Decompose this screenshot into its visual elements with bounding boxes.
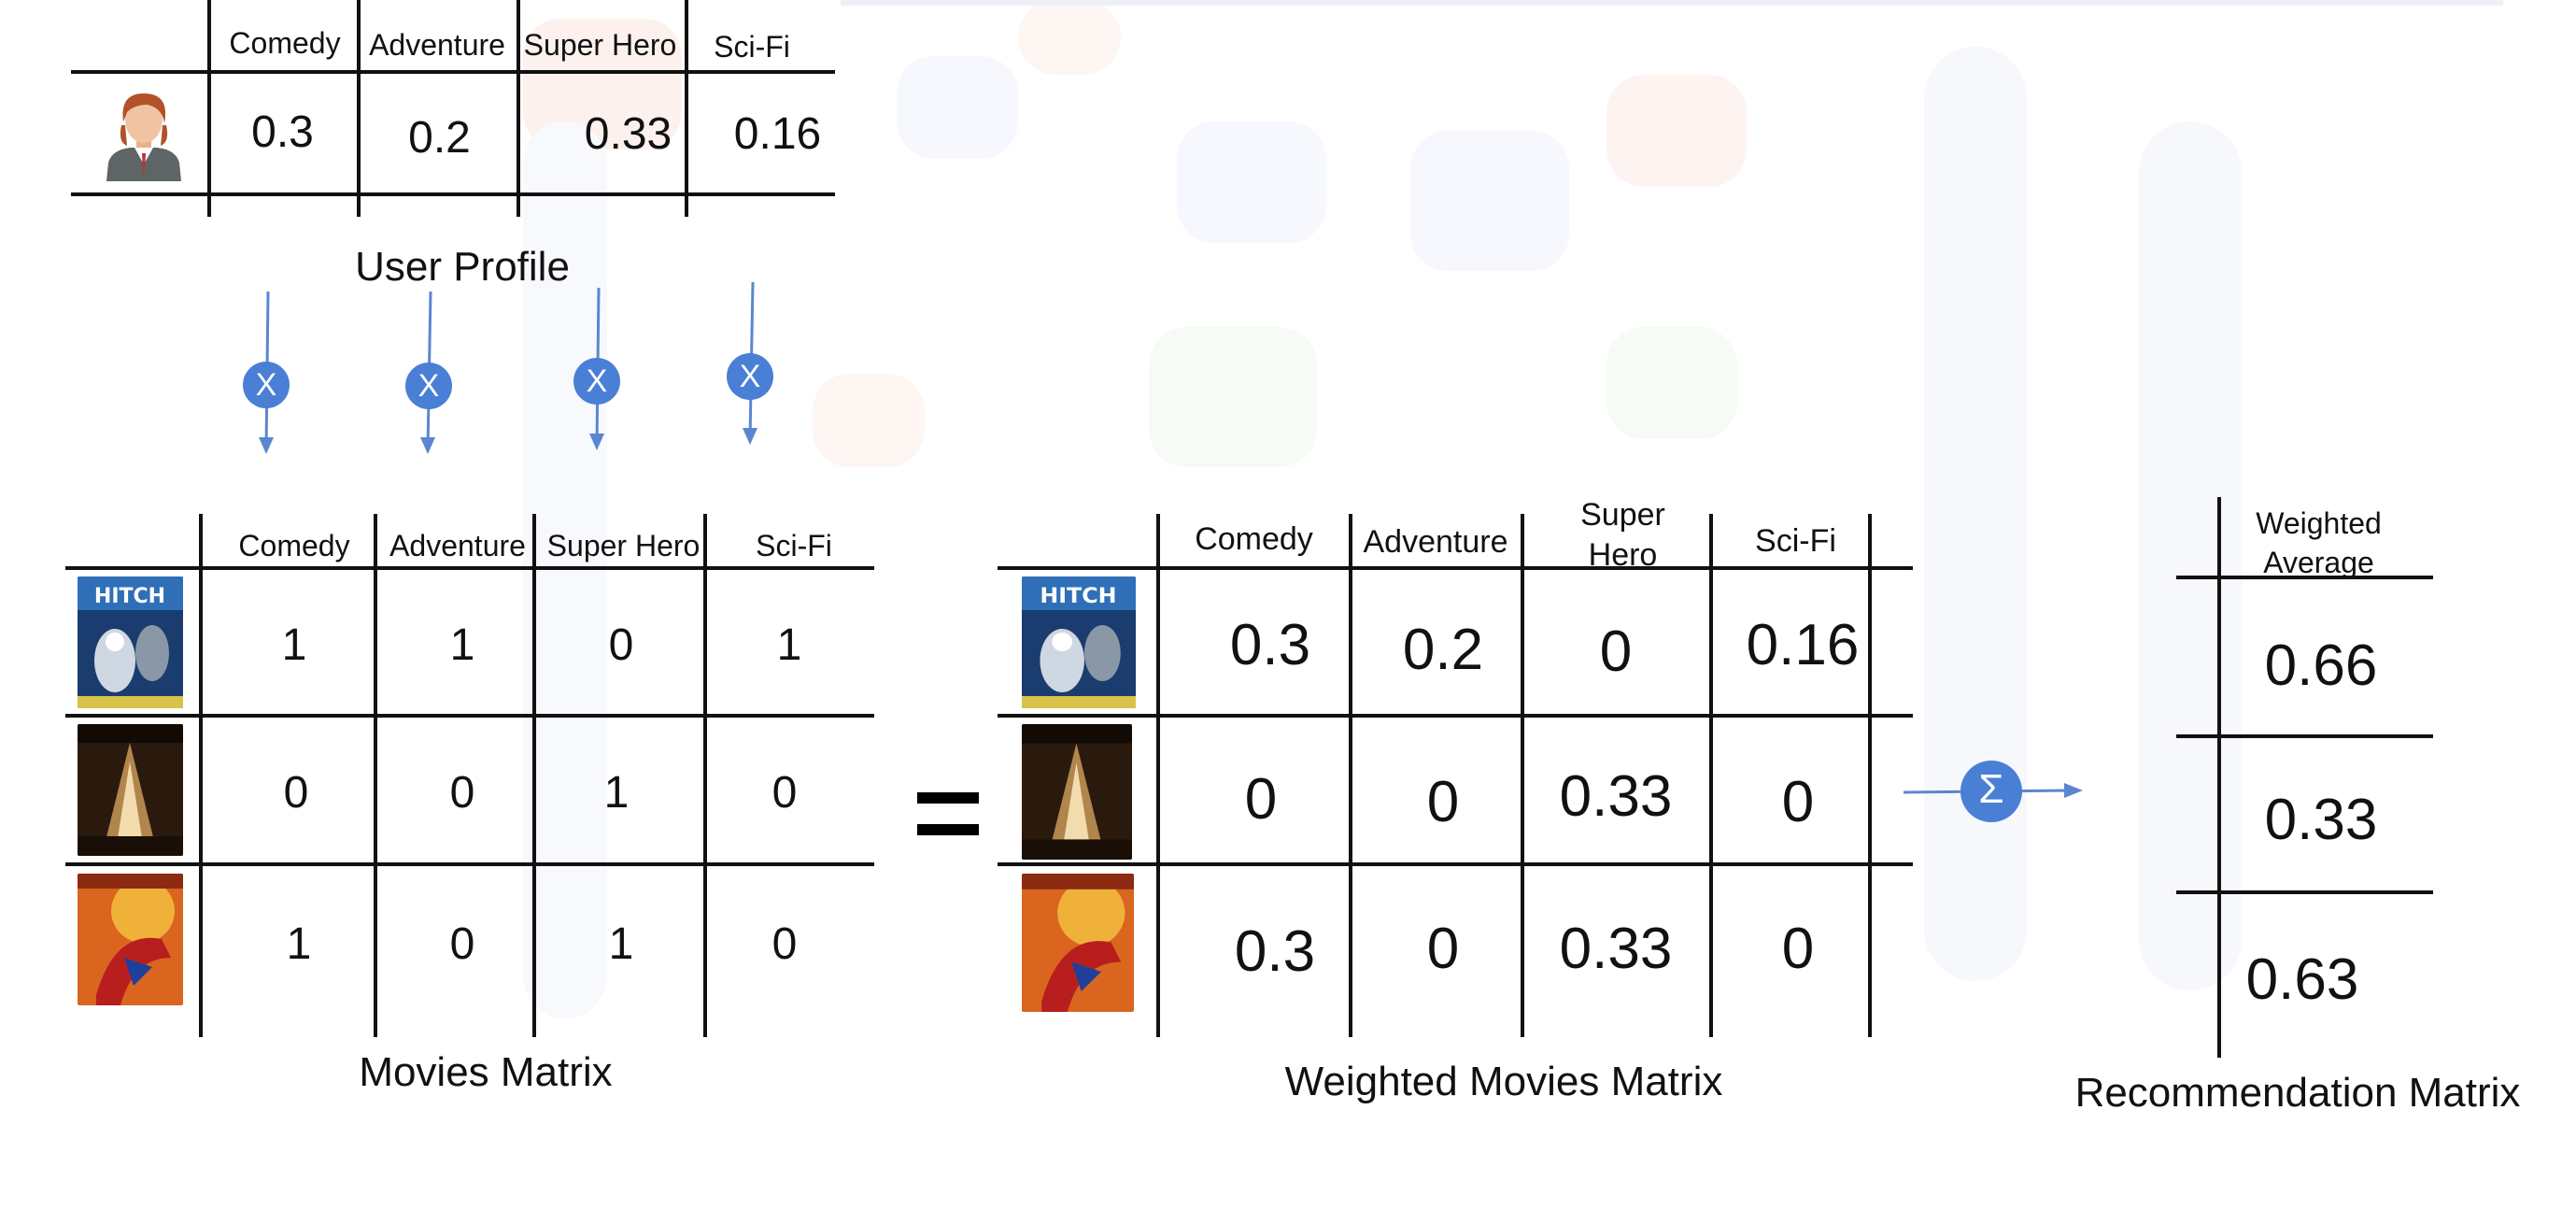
movies-cell-1-1: 0 [449,768,475,818]
user-profile-caption: User Profile [355,244,570,290]
multiply-symbol-superhero: X [586,363,608,399]
movies-cell-1-2: 1 [603,768,630,818]
weighted-cell-1-3: 0 [1781,770,1815,834]
multiply-circle-adventure [405,363,452,409]
weighted-cell-0-1: 0.2 [1402,618,1484,682]
weighted-header-comedy: Comedy [1195,521,1313,557]
movies-cell-0-0: 1 [281,620,307,670]
weighted-cell-2-0: 0.3 [1234,919,1316,984]
sum-symbol: Σ [1978,766,2004,812]
multiply-symbol-adventure: X [418,368,440,404]
movies-header-adventure: Adventure [389,529,526,562]
sum-circle [1960,761,2022,822]
movies-cell-1-3: 0 [771,768,798,818]
multiply-circle-comedy [243,362,290,408]
user-header-superhero: Super Hero [523,28,677,62]
weighted-cell-1-1: 0 [1426,770,1460,834]
recommendation-matrix-caption: Recommendation Matrix [2074,1070,2521,1116]
weighted-header-scifi: Sci-Fi [1755,523,1836,559]
multiply-circle-scifi [727,353,773,400]
weighted-cell-2-1: 0 [1426,917,1460,981]
multiply-symbol-scifi: X [739,359,761,394]
movie-poster-superhero-icon [78,874,183,1005]
recommendation-value-0: 0.66 [2264,633,2378,698]
multiply-symbol-comedy: X [255,367,277,403]
recommendation-value-1: 0.33 [2264,788,2378,852]
weighted-poster-dark-icon [1022,724,1132,860]
user-header-comedy: Comedy [229,26,341,60]
sum-operator [1903,761,2083,822]
weighted-cell-1-2: 0.33 [1559,764,1673,829]
weighted-header-superhero: Super Hero [1580,497,1665,573]
user-weight-comedy: 0.3 [251,107,314,157]
multiply-operators [243,281,773,454]
weighted-header-adventure: Adventure [1363,524,1508,560]
svg-text:HITCH: HITCH [1040,585,1116,608]
equals-sign [917,792,979,839]
svg-text:HITCH: HITCH [94,585,165,608]
weighted-cell-2-2: 0.33 [1559,917,1673,981]
movies-matrix-caption: Movies Matrix [359,1049,613,1095]
movies-cell-2-0: 1 [286,919,312,969]
user-avatar-icon [106,93,181,181]
weighted-matrix-caption: Weighted Movies Matrix [1284,1059,1723,1104]
weighted-cell-1-0: 0 [1244,767,1278,832]
user-weight-adventure: 0.2 [408,113,471,163]
weighted-cell-0-3: 0.16 [1746,613,1860,677]
weighted-cell-0-2: 0 [1599,619,1633,684]
movies-cell-2-3: 0 [771,919,798,969]
weighted-poster-scifi-icon: HITCH [1022,576,1136,708]
weighted-poster-superhero-icon [1022,874,1134,1012]
movies-header-scifi: Sci-Fi [756,529,832,562]
user-weight-superhero: 0.33 [584,109,672,159]
movies-cell-2-2: 1 [608,919,634,969]
movies-cell-0-1: 1 [449,620,475,670]
recommendation-value-2: 0.63 [2245,947,2359,1012]
weighted-cell-0-0: 0.3 [1229,613,1311,677]
movie-poster-dark-icon [78,724,183,856]
movies-header-superhero: Super Hero [546,529,701,562]
user-header-scifi: Sci-Fi [714,30,790,64]
movies-cell-2-1: 0 [449,919,475,969]
recommendation-header: Weighted Average [2256,506,2382,579]
movies-cell-1-0: 0 [283,768,309,818]
weighted-cell-2-3: 0 [1781,917,1815,981]
movies-header-comedy: Comedy [238,529,350,562]
movie-poster-scifi-icon: HITCH [78,576,183,708]
user-header-adventure: Adventure [369,28,505,62]
user-weight-scifi: 0.16 [733,109,822,159]
movies-cell-0-2: 0 [608,620,634,670]
multiply-circle-superhero [573,358,620,405]
movies-cell-0-3: 1 [776,620,802,670]
